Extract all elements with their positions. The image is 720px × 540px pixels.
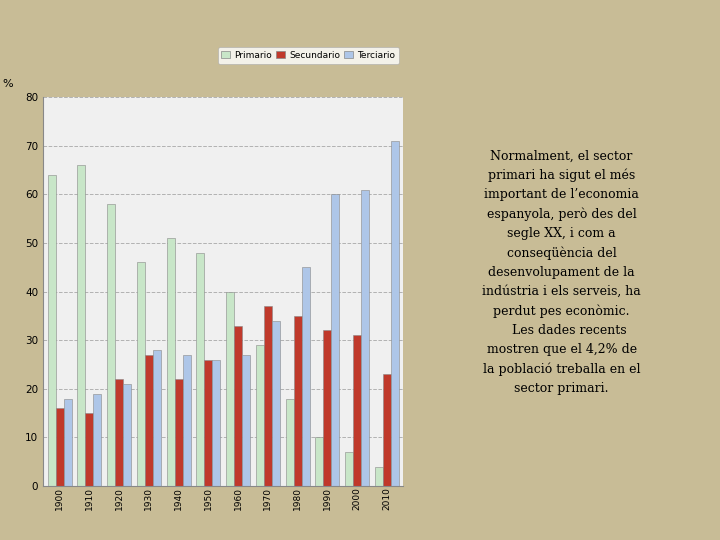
Bar [212, 360, 220, 486]
Bar [256, 345, 264, 486]
Bar [204, 360, 212, 486]
Bar [107, 204, 115, 486]
Bar [264, 306, 272, 486]
Bar [85, 413, 94, 486]
Bar [375, 467, 383, 486]
Bar [137, 262, 145, 486]
Bar [361, 190, 369, 486]
Bar [353, 335, 361, 486]
Bar [294, 316, 302, 486]
Bar [153, 350, 161, 486]
Bar [174, 379, 183, 486]
Bar [383, 374, 391, 486]
Bar [272, 321, 280, 486]
Text: Normalment, el sector
primari ha sigut el més
important de l’economia
espanyola,: Normalment, el sector primari ha sigut e… [482, 150, 641, 395]
Bar [234, 326, 242, 486]
Bar [345, 452, 353, 486]
Bar [242, 355, 250, 486]
Bar [55, 408, 63, 486]
Bar [77, 165, 85, 486]
Bar [94, 394, 102, 486]
Bar [391, 141, 399, 486]
Bar [315, 437, 323, 486]
Bar [197, 253, 204, 486]
Bar [331, 194, 339, 486]
Bar [226, 292, 234, 486]
Bar [183, 355, 191, 486]
Bar [123, 384, 131, 486]
Bar [302, 267, 310, 486]
Bar [323, 330, 331, 486]
Bar [48, 175, 55, 486]
Bar [145, 355, 153, 486]
Text: %: % [2, 79, 12, 90]
Legend: Primario, Secundario, Terciario: Primario, Secundario, Terciario [217, 48, 399, 64]
Bar [286, 399, 294, 486]
Bar [115, 379, 123, 486]
Bar [166, 238, 174, 486]
Bar [63, 399, 71, 486]
